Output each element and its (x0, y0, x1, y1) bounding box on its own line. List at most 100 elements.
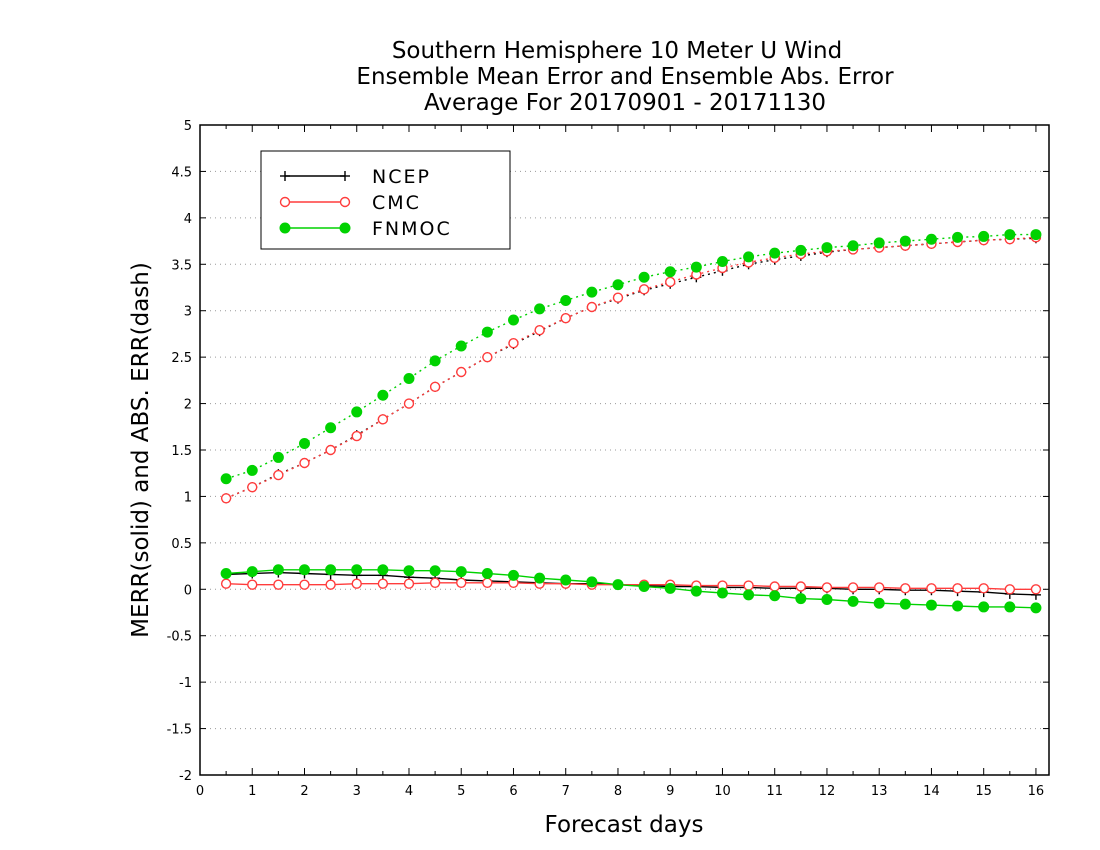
x-tick-label: 1 (248, 784, 256, 799)
series-fnmoc-abs-err-point (1030, 229, 1042, 241)
series-fnmoc-abs-err-point (978, 230, 990, 242)
series-fnmoc-abs-err-point (507, 314, 519, 326)
series-cmc-merr-point (743, 580, 754, 591)
series-fnmoc-abs-err-point (351, 406, 363, 418)
series-cmc-merr-point (926, 583, 937, 594)
series-cmc-merr-point (952, 583, 963, 594)
series-fnmoc-merr-point (769, 590, 781, 602)
legend-marker-fnmoc (279, 222, 291, 234)
series-fnmoc-abs-err-point (534, 303, 546, 315)
x-tick-label: 16 (1028, 784, 1045, 799)
x-tick-label: 0 (196, 784, 204, 799)
series-fnmoc-abs-err-point (899, 235, 911, 247)
series-cmc-merr-point (456, 577, 467, 588)
series-fnmoc-abs-err-point (377, 389, 389, 401)
series-fnmoc-abs-err-point (298, 438, 310, 449)
series-fnmoc-merr-point (795, 593, 807, 605)
y-tick-label: -1.5 (167, 723, 192, 738)
x-tick-label: 13 (871, 784, 888, 799)
series-fnmoc-merr-point (978, 601, 990, 613)
chart-title: Southern Hemisphere 10 Meter U Wind Ense… (356, 38, 894, 116)
series-fnmoc-merr-point (325, 564, 337, 576)
legend-marker-fnmoc (339, 222, 351, 234)
series-fnmoc-merr-point (716, 587, 728, 599)
series-cmc-abs-err-point (665, 276, 676, 288)
legend-marker-cmc (339, 196, 351, 208)
series-cmc-abs-err-point (638, 284, 650, 295)
x-tick-label: 11 (766, 784, 783, 799)
y-tick-label: 5 (184, 119, 192, 134)
series-fnmoc-abs-err-point (925, 233, 937, 245)
series-fnmoc-abs-err-point (455, 340, 467, 352)
series-cmc-merr-point (403, 578, 415, 589)
series-fnmoc-merr-point (664, 582, 676, 594)
series-fnmoc-abs-err-point (716, 256, 728, 267)
series-cmc-merr-point (299, 579, 310, 590)
series-cmc-abs-err-point (220, 493, 232, 504)
title-line-1: Southern Hemisphere 10 Meter U Wind (392, 38, 842, 64)
series-cmc-abs-err-point (429, 381, 441, 393)
series-fnmoc-merr-point (429, 565, 441, 577)
series-cmc (220, 232, 1042, 595)
title-line-2: Ensemble Mean Error and Ensemble Abs. Er… (356, 64, 894, 90)
series-fnmoc-merr-point (481, 568, 493, 579)
y-tick-label: -1 (179, 676, 192, 691)
series-fnmoc-abs-err-point (638, 271, 650, 283)
y-tick-label: 4 (184, 212, 192, 227)
series-fnmoc (220, 229, 1042, 614)
series-cmc-abs-err-point (534, 325, 545, 336)
series-fnmoc-abs-err-point (325, 422, 337, 434)
series-fnmoc-abs-err-point (690, 261, 702, 273)
series-fnmoc-merr-point (534, 572, 546, 584)
legend-box (260, 150, 511, 250)
series-cmc-abs-err-point (482, 351, 493, 363)
series-fnmoc-abs-err-point (821, 242, 833, 254)
series-layer (220, 229, 1042, 614)
series-fnmoc-abs-err-point (586, 286, 598, 298)
series-fnmoc-abs-err-point (952, 231, 964, 243)
x-tick-label: 8 (614, 784, 622, 799)
series-fnmoc-abs-err-point (272, 451, 284, 463)
y-tick-label: -0.5 (167, 630, 192, 645)
series-fnmoc-merr-point (272, 564, 284, 576)
series-cmc-abs-err-point (508, 338, 519, 349)
series-cmc-abs-err-point (299, 457, 310, 469)
series-cmc-merr-point (978, 583, 989, 594)
legend-item-cmc: CMC (279, 192, 419, 214)
series-cmc-merr-point (351, 578, 362, 589)
series-fnmoc-merr-point (246, 566, 258, 578)
series-fnmoc-merr-point (690, 585, 702, 597)
series-ncep-abs-err-line (225, 237, 1036, 499)
series-cmc-abs-err-point (586, 301, 598, 313)
series-cmc-abs-err-point (273, 469, 284, 481)
legend-label-ncep: NCEP (372, 166, 431, 188)
title-line-3: Average For 20170901 - 20171130 (424, 90, 826, 116)
series-cmc-abs-err-point (403, 398, 415, 409)
series-fnmoc-merr-point (586, 576, 598, 588)
series-fnmoc-merr-point (899, 598, 911, 610)
series-fnmoc-abs-err-point (873, 237, 885, 249)
series-fnmoc-abs-err-point (481, 326, 493, 338)
axes: -2-1.5-1-0.500.511.522.533.544.550 1 2 3 4 5 6… (167, 119, 1050, 799)
x-tick-label: 14 (923, 784, 940, 799)
series-fnmoc-merr-point (638, 581, 650, 592)
y-tick-label: 0.5 (171, 537, 192, 552)
series-cmc-merr-point (821, 582, 833, 593)
series-fnmoc-abs-err-point (795, 244, 807, 256)
series-fnmoc-merr-point (403, 565, 415, 577)
series-fnmoc-abs-err-point (560, 295, 572, 306)
series-cmc-merr-point (769, 581, 780, 592)
series-ncep (221, 233, 1041, 600)
series-cmc-abs-err-point (456, 366, 467, 378)
series-cmc-abs-err-point (612, 292, 624, 303)
series-fnmoc-merr-point (847, 595, 859, 607)
series-fnmoc-abs-err-point (612, 279, 624, 291)
y-tick-label: 2 (184, 398, 192, 413)
series-cmc-merr-point (247, 579, 258, 590)
series-fnmoc-merr-point (507, 569, 519, 581)
series-fnmoc-abs-err-point (847, 240, 859, 252)
series-cmc-abs-err-point (377, 414, 389, 425)
series-fnmoc-merr-point (1004, 601, 1016, 613)
series-fnmoc-merr-point (220, 568, 232, 579)
